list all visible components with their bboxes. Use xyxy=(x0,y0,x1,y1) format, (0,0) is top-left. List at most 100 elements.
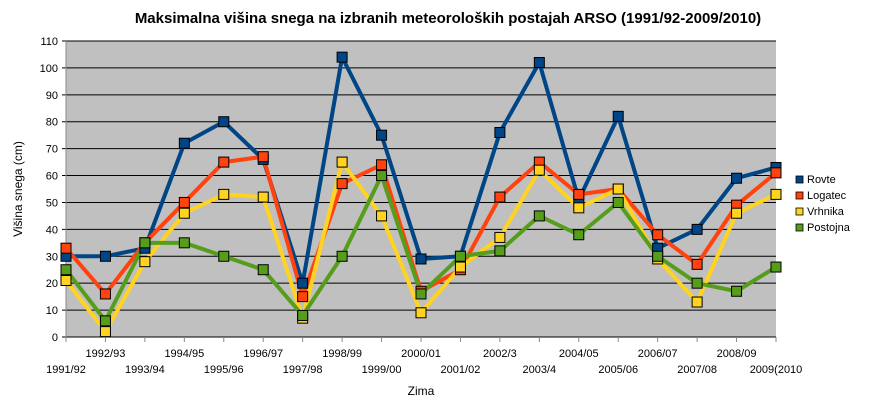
data-point-rovte xyxy=(99,250,111,262)
data-point-vrhnika xyxy=(494,231,506,243)
data-point-vrhnika xyxy=(770,188,782,200)
data-point-vrhnika xyxy=(415,307,427,319)
x-tick-label: 2000/01 xyxy=(401,348,441,360)
y-tick-label: 90 xyxy=(46,90,58,102)
x-tick-label: 1999/00 xyxy=(362,364,402,376)
data-point-rovte xyxy=(218,116,230,128)
data-point-rovte xyxy=(691,223,703,235)
data-point-postojna xyxy=(533,210,545,222)
data-point-vrhnika xyxy=(454,261,466,273)
legend-marker xyxy=(795,207,804,216)
data-point-vrhnika xyxy=(731,207,743,219)
x-tick-label: 1997/98 xyxy=(283,364,323,376)
data-point-logatec xyxy=(218,156,230,168)
x-tick-label: 2007/08 xyxy=(677,364,717,376)
data-point-rovte xyxy=(494,126,506,138)
legend-marker xyxy=(795,175,804,184)
data-point-logatec xyxy=(99,288,111,300)
data-point-rovte xyxy=(336,51,348,63)
data-point-vrhnika xyxy=(533,164,545,176)
data-point-logatec xyxy=(494,191,506,203)
y-tick-label: 50 xyxy=(46,197,58,209)
x-tick-label: 1992/93 xyxy=(86,348,126,360)
x-tick-label: 1996/97 xyxy=(243,348,283,360)
x-tick-label: 2003/4 xyxy=(523,364,557,376)
y-tick-label: 100 xyxy=(40,63,58,75)
x-tick-label: 1998/99 xyxy=(322,348,362,360)
data-point-vrhnika xyxy=(612,183,624,195)
chart-title: Maksimalna višina snega na izbranih mete… xyxy=(135,10,761,27)
y-tick-label: 60 xyxy=(46,171,58,183)
data-point-postojna xyxy=(139,237,151,249)
x-tick-label: 2006/07 xyxy=(638,348,678,360)
x-tick-label: 1994/95 xyxy=(164,348,204,360)
data-point-postojna xyxy=(415,288,427,300)
y-axis-label: Višina snega (cm) xyxy=(11,141,25,237)
data-point-vrhnika xyxy=(691,296,703,308)
data-point-postojna xyxy=(573,229,585,241)
x-tick-label: 2004/05 xyxy=(559,348,599,360)
y-tick-label: 0 xyxy=(52,332,58,344)
data-point-postojna xyxy=(612,196,624,208)
data-point-vrhnika xyxy=(178,207,190,219)
data-point-logatec xyxy=(297,291,309,303)
data-point-logatec xyxy=(336,178,348,190)
data-point-postojna xyxy=(60,264,72,276)
data-point-vrhnika xyxy=(573,202,585,214)
data-point-logatec xyxy=(60,242,72,254)
x-tick-label: 2002/3 xyxy=(483,348,517,360)
data-point-postojna xyxy=(731,285,743,297)
y-tick-label: 70 xyxy=(46,144,58,156)
data-point-vrhnika xyxy=(60,274,72,286)
x-tick-label: 1993/94 xyxy=(125,364,165,376)
legend-label: Vrhnika xyxy=(807,206,845,218)
x-tick-label: 1991/92 xyxy=(46,364,86,376)
data-point-rovte xyxy=(376,129,388,141)
y-tick-label: 30 xyxy=(46,251,58,263)
data-point-rovte xyxy=(297,277,309,289)
y-tick-label: 10 xyxy=(46,305,58,317)
data-point-vrhnika xyxy=(218,188,230,200)
data-point-vrhnika xyxy=(376,210,388,222)
data-point-vrhnika xyxy=(336,156,348,168)
data-point-logatec xyxy=(770,167,782,179)
legend-label: Logatec xyxy=(807,190,847,202)
x-tick-label: 1995/96 xyxy=(204,364,244,376)
x-axis-label: Zima xyxy=(408,384,435,398)
data-point-vrhnika xyxy=(139,256,151,268)
data-point-vrhnika xyxy=(257,191,269,203)
data-point-logatec xyxy=(257,151,269,163)
data-point-logatec xyxy=(178,196,190,208)
data-point-postojna xyxy=(691,277,703,289)
data-point-rovte xyxy=(731,172,743,184)
data-point-postojna xyxy=(99,315,111,327)
data-point-logatec xyxy=(573,188,585,200)
data-point-rovte xyxy=(612,110,624,122)
x-tick-label: 2008/09 xyxy=(717,348,757,360)
legend-label: Rovte xyxy=(807,174,836,186)
data-point-postojna xyxy=(297,309,309,321)
data-point-vrhnika xyxy=(99,326,111,338)
legend-label: Postojna xyxy=(807,222,851,234)
x-tick-label: 2005/06 xyxy=(598,364,638,376)
data-point-rovte xyxy=(533,57,545,69)
y-tick-label: 40 xyxy=(46,224,58,236)
data-point-logatec xyxy=(376,159,388,171)
data-point-postojna xyxy=(336,250,348,262)
data-point-logatec xyxy=(652,229,664,241)
data-point-postojna xyxy=(652,250,664,262)
legend-marker xyxy=(795,191,804,200)
x-tick-label: 2009(2010 xyxy=(750,364,803,376)
data-point-postojna xyxy=(178,237,190,249)
data-point-postojna xyxy=(257,264,269,276)
data-point-postojna xyxy=(218,250,230,262)
data-point-postojna xyxy=(770,261,782,273)
data-point-postojna xyxy=(494,245,506,257)
y-tick-label: 80 xyxy=(46,117,58,129)
legend-marker xyxy=(795,223,804,232)
y-tick-label: 110 xyxy=(40,36,58,48)
x-tick-label: 2001/02 xyxy=(441,364,481,376)
data-point-rovte xyxy=(178,137,190,149)
